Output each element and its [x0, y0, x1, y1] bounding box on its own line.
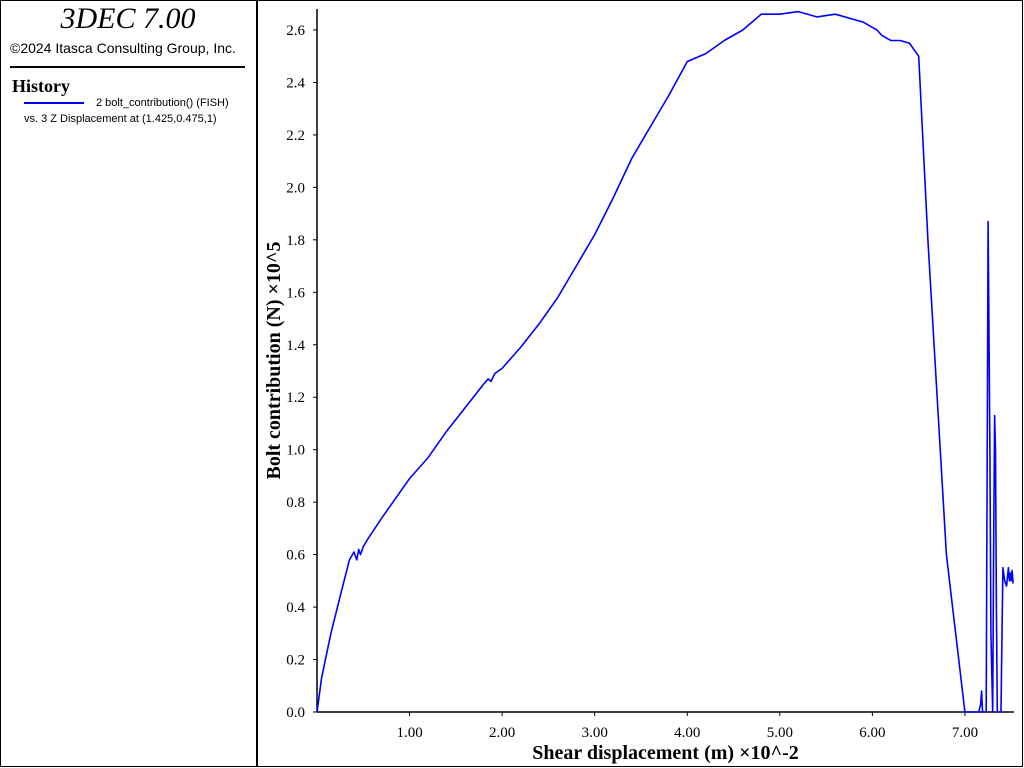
- series-group: [316, 10, 1014, 713]
- legend-separator: [10, 66, 245, 68]
- chart-panel: [256, 0, 1023, 767]
- y-tick-label: 0.6: [286, 548, 305, 564]
- y-tick-label: 0.0: [286, 705, 305, 721]
- y-tick-label: 2.0: [286, 180, 305, 196]
- y-axis-ticks: 0.0 0.2 0.4 0.6 0.8 1.0 1.2 1.4 1.6 1.8 2.0 2.2 2.4 2…: [286, 23, 317, 721]
- y-tick-label: 0.4: [286, 600, 305, 616]
- series-line: [316, 10, 1014, 713]
- x-tick-label: 3.00: [582, 725, 608, 741]
- y-tick-label: 2.2: [286, 128, 305, 144]
- y-tick-label: 2.4: [286, 75, 305, 91]
- chart-axes: [316, 9, 1014, 713]
- y-tick-label: 1.2: [286, 390, 305, 406]
- copyright-text: ©2024 Itasca Consulting Group, Inc.: [10, 40, 236, 56]
- x-axis-ticks: 1.00 2.00 3.00 4.00 5.00 6.00 7.00: [396, 712, 978, 741]
- legend-panel: [0, 0, 256, 767]
- legend-series-swatch: [24, 102, 84, 104]
- y-tick-label: 1.6: [286, 285, 305, 301]
- y-tick-label: 1.0: [286, 443, 305, 459]
- x-tick-label: 7.00: [952, 725, 978, 741]
- x-tick-label: 5.00: [767, 725, 793, 741]
- y-tick-label: 1.8: [286, 233, 305, 249]
- app-title: 3DEC 7.00: [60, 2, 196, 35]
- x-axis-title: Shear displacement (m) ×10^-2: [532, 742, 799, 764]
- x-tick-label: 4.00: [674, 725, 700, 741]
- legend-heading: History: [12, 76, 70, 96]
- x-tick-label: 2.00: [489, 725, 515, 741]
- y-tick-label: 1.4: [286, 338, 305, 354]
- x-tick-label: 6.00: [859, 725, 885, 741]
- legend-series-label-vs: vs. 3 Z Displacement at (1.425,0.475,1): [24, 113, 217, 125]
- x-tick-label: 1.00: [396, 725, 422, 741]
- y-axis-title: Bolt contribution (N) ×10^5: [263, 241, 285, 479]
- history-chart: 0.0 0.2 0.4 0.6 0.8 1.0 1.2 1.4 1.6 1.8 2.0 2.2 2.4 2…: [263, 9, 1014, 764]
- y-tick-label: 0.2: [286, 653, 305, 669]
- y-tick-label: 0.8: [286, 495, 305, 511]
- legend-series-label: 2 bolt_contribution() (FISH): [96, 97, 229, 109]
- y-tick-label: 2.6: [286, 23, 305, 39]
